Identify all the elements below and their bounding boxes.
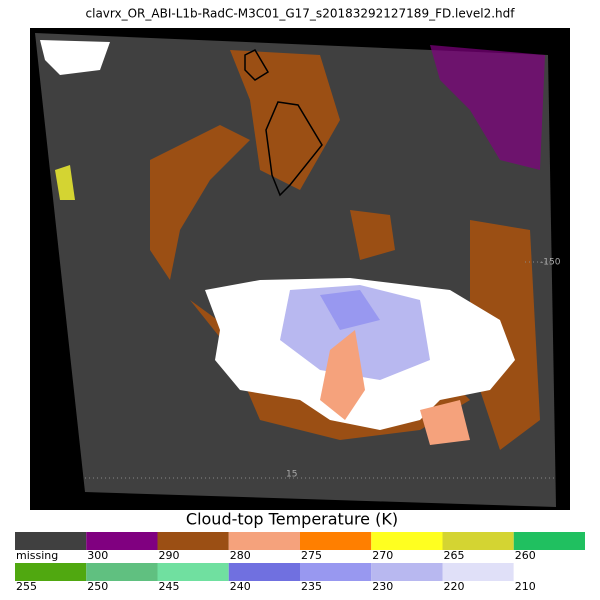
cloud-brown	[350, 210, 395, 260]
color-swatch	[228, 532, 300, 550]
color-swatch	[86, 563, 158, 581]
lon-label: -150	[540, 258, 561, 268]
color-swatch	[513, 532, 585, 550]
swatch-label: 275	[301, 549, 322, 562]
swatch-label: 245	[159, 580, 180, 593]
swatch-label: 280	[230, 549, 251, 562]
swatch-label: 270	[372, 549, 393, 562]
color-swatch	[86, 532, 158, 550]
cloud-brown	[230, 50, 340, 190]
swatch-label: 230	[372, 580, 393, 593]
cloud-peach	[420, 400, 470, 445]
swatch-label: 220	[444, 580, 465, 593]
swatch-label: 250	[87, 580, 108, 593]
cloud-peach	[320, 330, 365, 420]
color-swatch	[157, 532, 229, 550]
lat-label: 15	[286, 470, 297, 480]
color-swatch	[157, 563, 229, 581]
color-swatch	[513, 563, 585, 581]
cloud-brown	[150, 125, 250, 280]
cloud-purple	[430, 45, 545, 170]
cloud-blue	[320, 290, 380, 330]
swatch-label: 290	[159, 549, 180, 562]
swatch-label: 300	[87, 549, 108, 562]
swatch-label: 240	[230, 580, 251, 593]
color-swatch	[228, 563, 300, 581]
title: clavrx_OR_ABI-L1b-RadC-M3C01_G17_s201832…	[86, 7, 516, 21]
cloud-white	[40, 40, 110, 75]
island-outline	[244, 49, 270, 81]
cloud-yellow	[55, 165, 75, 200]
color-swatch	[300, 563, 372, 581]
legend-title: Cloud-top Temperature (K)	[186, 510, 398, 529]
color-swatch	[371, 532, 443, 550]
color-swatch	[371, 563, 443, 581]
island-outline	[265, 101, 323, 197]
color-swatch	[15, 563, 87, 581]
swatch-label: 235	[301, 580, 322, 593]
color-swatch	[15, 532, 87, 550]
coastlines	[244, 49, 323, 197]
swatch-label: 210	[515, 580, 536, 593]
color-swatch	[442, 532, 514, 550]
color-swatch	[442, 563, 514, 581]
colorbar: missing 300 290 280 275 270 265 260 255 250 245 240…	[15, 532, 585, 593]
color-swatch	[300, 532, 372, 550]
swatch-label: 255	[16, 580, 37, 593]
swatch-label: 265	[444, 549, 465, 562]
cloud-areas	[40, 40, 545, 450]
swatch-label: missing	[16, 549, 58, 562]
swatch-label: 260	[515, 549, 536, 562]
